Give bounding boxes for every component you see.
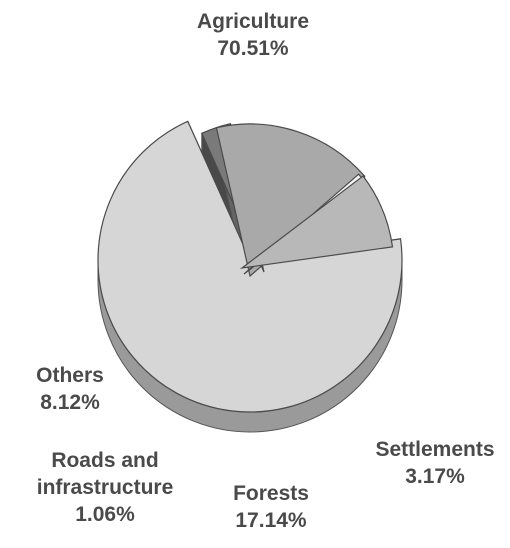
label-others-value: 8.12%	[40, 391, 100, 414]
label-agriculture: Agriculture 70.51%	[168, 8, 338, 62]
label-roads-name-line2: infrastructure	[36, 476, 174, 499]
label-settlements: Settlements 3.17%	[350, 436, 510, 490]
label-others: Others 8.12%	[14, 362, 126, 416]
label-others-name: Others	[36, 364, 104, 387]
label-forests-name: Forests	[233, 482, 309, 505]
label-forests: Forests 17.14%	[196, 480, 346, 534]
label-agriculture-name: Agriculture	[196, 10, 309, 33]
label-settlements-name: Settlements	[375, 438, 495, 461]
label-roads-value: 1.06%	[75, 503, 135, 526]
pie-slice-others	[239, 175, 394, 269]
label-roads-name-line1: Roads and	[51, 449, 159, 472]
label-settlements-value: 3.17%	[405, 465, 465, 488]
label-roads-and-infrastructure: Roads and infrastructure 1.06%	[14, 447, 196, 528]
pie-slice-forests	[215, 123, 366, 278]
label-forests-value: 17.14%	[235, 509, 307, 532]
label-agriculture-value: 70.51%	[217, 37, 289, 60]
pie-slice-tops	[97, 120, 403, 413]
